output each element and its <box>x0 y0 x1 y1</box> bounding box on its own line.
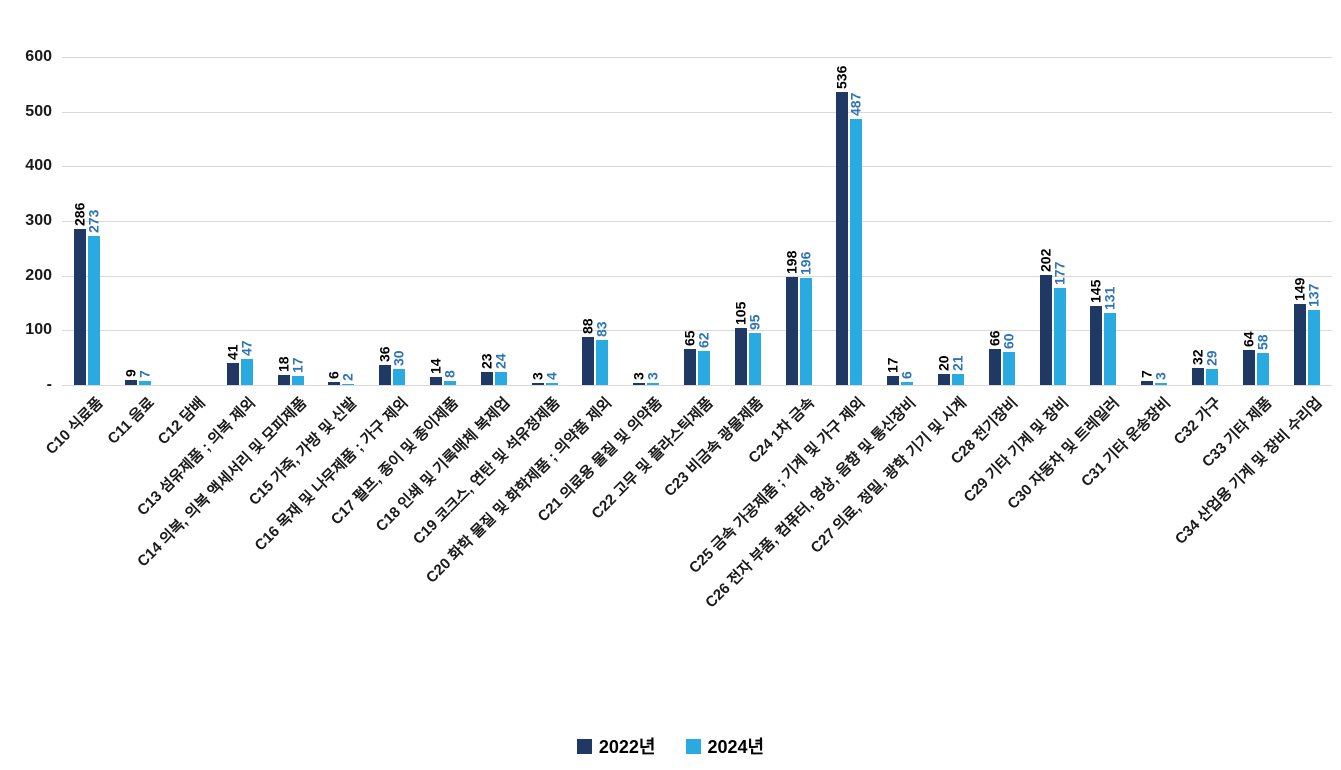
x-axis-category-label: C11 음료 <box>104 394 158 448</box>
bar <box>74 228 87 385</box>
x-axis-category-label: C31 기타 운송장비 <box>1077 394 1174 491</box>
y-axis-tick-label: 600 <box>25 48 52 65</box>
bar <box>1039 274 1052 385</box>
y-axis-tick-label: 300 <box>25 212 52 229</box>
bar <box>342 383 355 385</box>
bar <box>836 91 849 385</box>
bar <box>379 365 392 385</box>
bar <box>748 333 761 385</box>
bar <box>785 276 798 385</box>
bar <box>328 381 341 385</box>
gridline <box>62 166 1332 168</box>
gridline <box>62 275 1332 277</box>
bar <box>393 368 406 385</box>
legend-item-2024: 2024년 <box>685 733 765 759</box>
bar <box>734 327 747 385</box>
bar <box>1090 305 1103 385</box>
bar <box>88 235 101 385</box>
bar <box>988 348 1001 385</box>
legend-label-2022: 2022년 <box>598 737 656 757</box>
bar <box>596 339 609 385</box>
gridline <box>62 57 1332 58</box>
bar <box>444 380 456 385</box>
bar <box>1155 383 1168 385</box>
bar <box>545 382 558 385</box>
bar <box>430 377 442 385</box>
y-axis-tick-label: 400 <box>25 157 52 175</box>
bar <box>633 383 646 385</box>
bar <box>291 375 304 385</box>
bar <box>494 371 507 385</box>
gridline <box>62 330 1332 332</box>
legend-swatch-2024-icon <box>685 738 701 754</box>
legend-swatch-2022-icon <box>576 738 592 754</box>
bar <box>582 336 595 385</box>
bar <box>1256 353 1269 385</box>
bar <box>1002 352 1015 385</box>
bar <box>139 381 152 385</box>
legend-label-2024: 2024년 <box>707 737 765 757</box>
bar <box>1307 310 1320 385</box>
bar <box>277 375 290 385</box>
bar <box>1053 288 1066 385</box>
bar <box>480 372 493 385</box>
bar <box>1141 381 1154 385</box>
bar <box>125 380 138 385</box>
bar <box>531 383 544 385</box>
gridline <box>62 111 1332 113</box>
bar <box>952 373 964 385</box>
bar <box>1293 303 1306 385</box>
bar <box>901 381 914 385</box>
bar <box>938 374 950 385</box>
y-axis-tick-label: 500 <box>25 102 52 120</box>
y-axis-tick-label: 100 <box>25 321 52 339</box>
bar <box>1104 313 1117 385</box>
bar <box>684 349 696 385</box>
bar <box>1242 350 1255 385</box>
bar <box>887 375 900 385</box>
bar <box>698 351 710 385</box>
y-axis-tick-label: - <box>46 376 52 393</box>
bar <box>1206 369 1218 385</box>
bar <box>799 277 812 385</box>
gridline <box>62 221 1332 222</box>
x-axis-category-label: C10 식료품 <box>43 394 107 458</box>
legend-item-2022: 2022년 <box>576 733 656 759</box>
bar <box>226 362 239 385</box>
bar <box>240 359 253 385</box>
chart-legend: 2022년 2024년 <box>0 733 1341 759</box>
gridline <box>62 385 1332 386</box>
bar <box>1192 367 1204 385</box>
bar <box>647 383 660 385</box>
y-axis-tick-label: 200 <box>25 266 52 284</box>
x-axis-category-label: C20 화학 물질 및 화학제품 ; 의약품 제외 <box>422 394 615 587</box>
bar <box>850 118 863 385</box>
